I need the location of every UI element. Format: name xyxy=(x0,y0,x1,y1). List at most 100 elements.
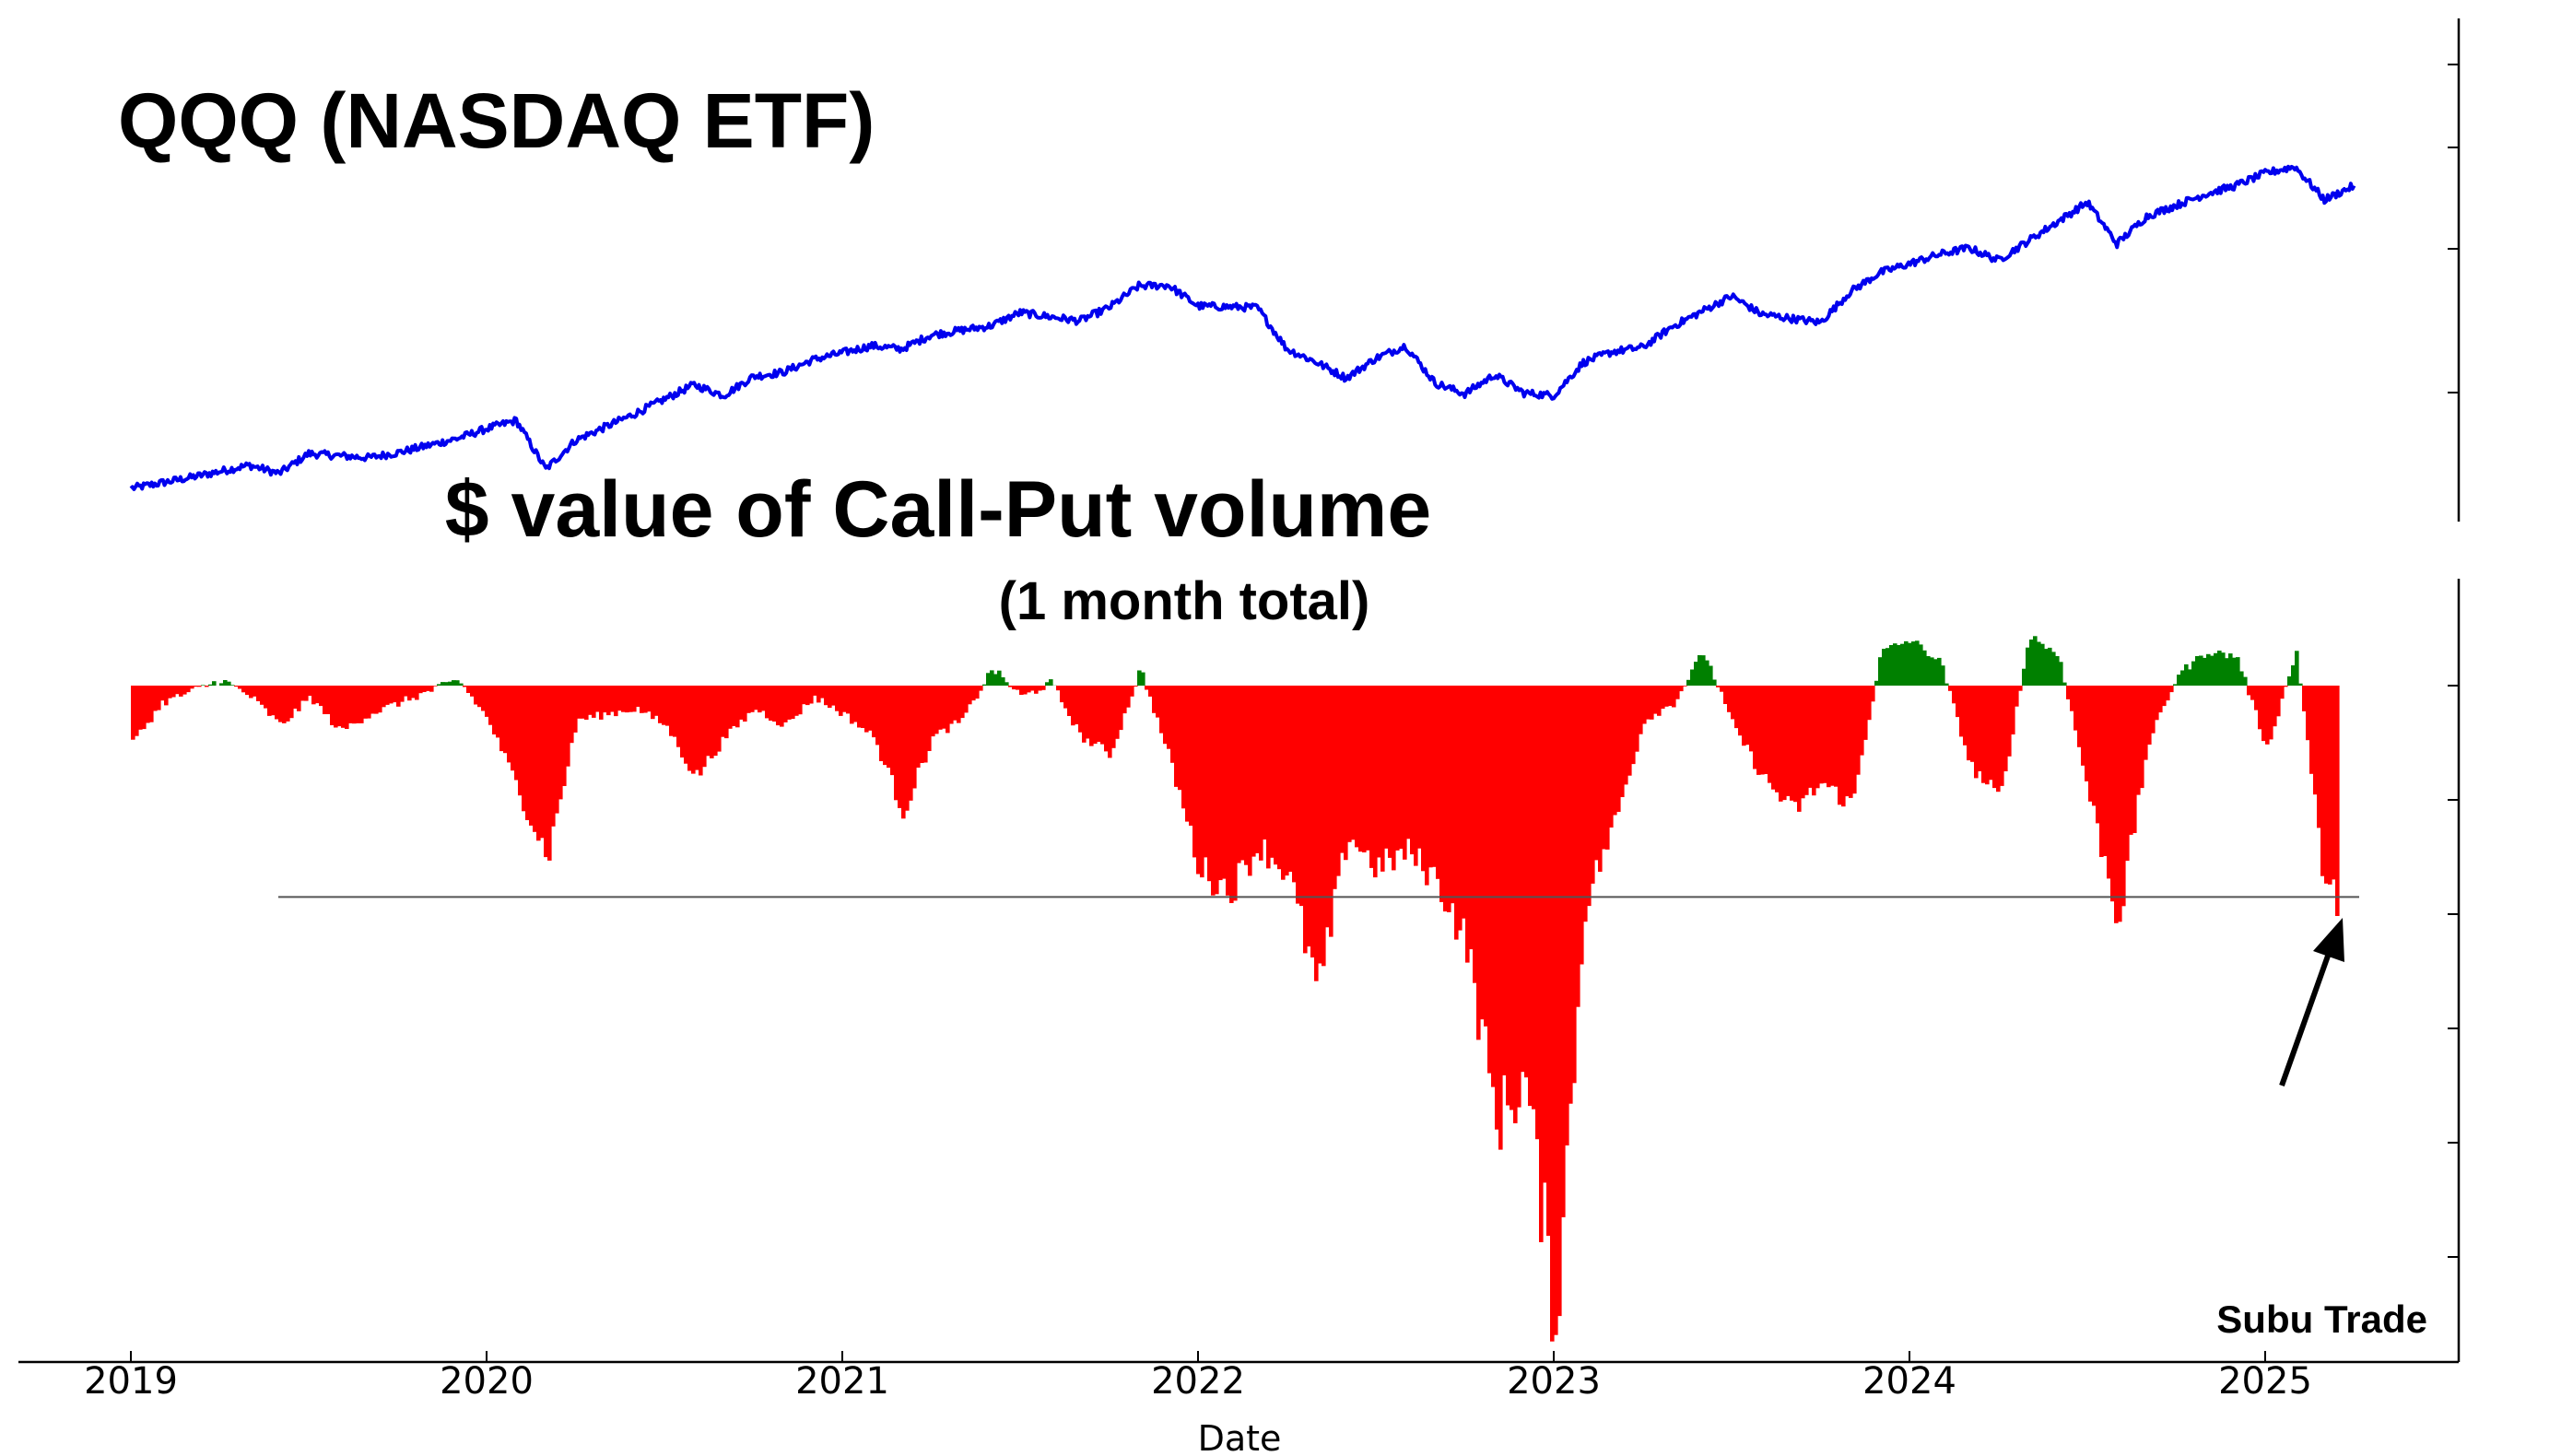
call-put-bar xyxy=(953,686,957,721)
call-put-bar xyxy=(647,686,652,712)
call-put-bar xyxy=(300,686,305,701)
call-put-bar xyxy=(1428,686,1433,868)
call-put-bar xyxy=(2044,649,2049,686)
call-put-bar xyxy=(1491,686,1496,1087)
call-put-bar xyxy=(813,686,817,696)
call-put-bar xyxy=(1609,686,1614,828)
call-put-bar xyxy=(625,686,629,713)
call-put-bar xyxy=(783,686,788,722)
call-put-bar xyxy=(1804,686,1809,795)
call-put-bar xyxy=(584,686,589,720)
call-put-bar xyxy=(378,686,382,713)
call-put-bar xyxy=(1978,686,1982,771)
call-put-bar xyxy=(1060,686,1064,703)
call-put-bar xyxy=(2062,682,2067,686)
call-put-bar xyxy=(2328,686,2332,885)
call-put-bar xyxy=(2239,671,2244,686)
call-put-bar xyxy=(665,686,670,726)
call-put-bar xyxy=(1970,686,1975,762)
call-put-bar xyxy=(1878,657,1883,686)
call-put-bar xyxy=(872,686,876,738)
call-put-bar xyxy=(1720,686,1724,692)
call-put-bar xyxy=(374,686,379,714)
call-put-bar xyxy=(986,673,991,686)
call-put-bar xyxy=(1181,686,1186,809)
call-put-bar xyxy=(875,686,880,746)
call-put-bar xyxy=(1550,686,1555,1342)
call-put-bar xyxy=(957,686,961,723)
call-put-bar xyxy=(2166,686,2170,701)
call-put-bar xyxy=(949,686,954,724)
call-put-bar xyxy=(337,686,342,727)
call-put-bar xyxy=(1436,686,1440,879)
call-put-bar xyxy=(1240,686,1245,861)
call-put-bar xyxy=(861,686,865,728)
call-put-bar xyxy=(1192,686,1197,858)
call-put-bar xyxy=(1790,686,1794,801)
call-put-bar xyxy=(2302,686,2307,711)
call-put-bar xyxy=(201,685,206,686)
call-put-bar xyxy=(732,686,736,726)
call-put-bar xyxy=(879,686,884,761)
call-put-bar xyxy=(1333,686,1337,889)
call-put-bar xyxy=(1686,679,1691,686)
call-put-bar xyxy=(1889,645,1894,686)
call-put-bar xyxy=(1126,686,1131,708)
call-put-bar xyxy=(2158,686,2163,713)
call-put-bar xyxy=(275,686,279,720)
call-put-bar xyxy=(367,686,371,719)
call-put-bar xyxy=(1926,656,1931,686)
call-put-bar xyxy=(1395,686,1400,851)
call-put-bar xyxy=(444,682,449,686)
call-put-bar xyxy=(1369,686,1374,868)
call-put-bar xyxy=(802,686,806,705)
call-put-bar xyxy=(2132,686,2137,833)
call-put-bar xyxy=(1561,686,1566,1217)
call-put-bar xyxy=(1631,686,1636,765)
call-put-bar xyxy=(2291,665,2296,686)
call-put-bar xyxy=(1506,686,1510,1106)
call-put-bar xyxy=(846,686,851,714)
call-put-bar xyxy=(1661,686,1665,710)
call-put-bar xyxy=(1093,686,1098,745)
call-put-bar xyxy=(389,686,394,704)
call-put-bar xyxy=(175,686,180,695)
call-put-bar xyxy=(1827,686,1831,788)
call-put-bar xyxy=(791,686,795,720)
call-put-bar xyxy=(1314,686,1319,981)
call-put-bar xyxy=(1502,686,1507,1075)
call-put-bar xyxy=(887,686,891,769)
call-put-bar xyxy=(1004,682,1009,686)
call-put-bar xyxy=(761,686,766,711)
call-put-bar xyxy=(1163,686,1168,745)
call-put-bar xyxy=(2092,686,2097,806)
call-put-bar xyxy=(1863,686,1868,740)
call-put-bar xyxy=(1922,650,1927,686)
call-put-bar xyxy=(153,686,158,711)
call-put-bar xyxy=(680,686,685,757)
call-put-bar xyxy=(2088,686,2093,802)
call-put-bar xyxy=(632,686,637,712)
call-put-bar xyxy=(212,681,217,686)
call-put-bar xyxy=(931,686,935,737)
call-put-bar xyxy=(1613,686,1617,816)
call-put-bar xyxy=(1498,686,1503,1150)
call-put-bar xyxy=(1775,686,1780,793)
call-put-bar xyxy=(1056,686,1061,691)
call-put-bar xyxy=(138,686,143,730)
call-put-bar xyxy=(566,686,570,767)
call-put-bar xyxy=(2243,676,2248,686)
call-put-bar xyxy=(540,686,545,839)
call-put-bar xyxy=(1237,686,1241,863)
call-put-bar xyxy=(2265,686,2270,745)
call-put-bar xyxy=(2099,686,2104,857)
call-put-bar xyxy=(728,686,733,729)
call-put-bar xyxy=(820,686,825,699)
call-put-bar xyxy=(603,686,607,713)
call-put-bar xyxy=(2332,686,2336,880)
call-put-bar xyxy=(341,686,346,728)
call-put-bar xyxy=(2324,686,2329,884)
price-chart-title: QQQ (NASDAQ ETF) xyxy=(118,77,875,164)
call-put-bar xyxy=(385,686,390,705)
call-put-bar xyxy=(2295,651,2299,686)
